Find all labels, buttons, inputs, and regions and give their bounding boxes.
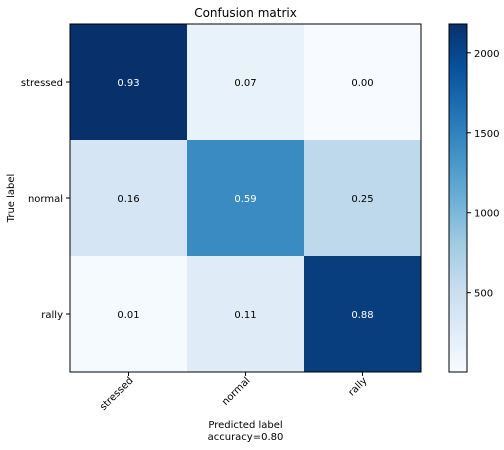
cell-value-label: 0.01 — [117, 310, 139, 321]
colorbar-tick-label: 1000 — [474, 209, 499, 220]
cell-value-label: 0.16 — [117, 194, 139, 205]
y-tick-label: rally — [41, 310, 63, 321]
chart-title: Confusion matrix — [194, 6, 297, 20]
cell-value-label: 0.07 — [234, 78, 256, 89]
heatmap-cell-stressed-stressed — [70, 24, 188, 141]
y-tick-label: normal — [28, 194, 63, 205]
heatmap-cell-normal-normal — [187, 140, 305, 257]
colorbar-tick-label: 1500 — [474, 129, 499, 140]
cell-value-label: 0.93 — [117, 78, 139, 89]
cell-value-label: 0.00 — [351, 78, 373, 89]
y-tick-label: stressed — [21, 78, 63, 89]
x-tick-label: normal — [220, 375, 253, 408]
heatmap-cell-rally-normal — [187, 256, 305, 373]
cell-value-label: 0.25 — [351, 194, 373, 205]
heatmap-cell-rally-rally — [304, 256, 422, 373]
heatmap-cell-stressed-rally — [304, 24, 422, 141]
heatmap-cell-normal-stressed — [70, 140, 188, 257]
y-axis-label: True label — [6, 174, 17, 224]
colorbar — [448, 23, 468, 373]
colorbar-tick-label: 2000 — [474, 49, 499, 60]
heatmap-cell-normal-rally — [304, 140, 422, 257]
accuracy-label: accuracy=0.80 — [208, 432, 284, 443]
cell-value-label: 0.88 — [351, 310, 373, 321]
colorbar-ticks: 500 1000 1500 2000 — [467, 49, 499, 300]
cell-value-label: 0.59 — [234, 194, 256, 205]
y-axis-ticks: stressed normal rally — [21, 78, 70, 321]
colorbar-tick-label: 500 — [474, 289, 493, 300]
x-tick-label: stressed — [98, 375, 136, 413]
heatmap-cell-rally-stressed — [70, 256, 188, 373]
x-axis-label: Predicted label — [208, 420, 282, 431]
x-tick-label: rally — [346, 375, 369, 398]
x-axis-ticks: stressed normal rally — [98, 372, 370, 413]
heatmap-cells: 0.93 0.07 0.00 0.16 0.59 0.25 0.01 0.11 0.88 — [70, 24, 422, 373]
cell-value-label: 0.11 — [234, 310, 256, 321]
heatmap-cell-stressed-normal — [187, 24, 305, 141]
